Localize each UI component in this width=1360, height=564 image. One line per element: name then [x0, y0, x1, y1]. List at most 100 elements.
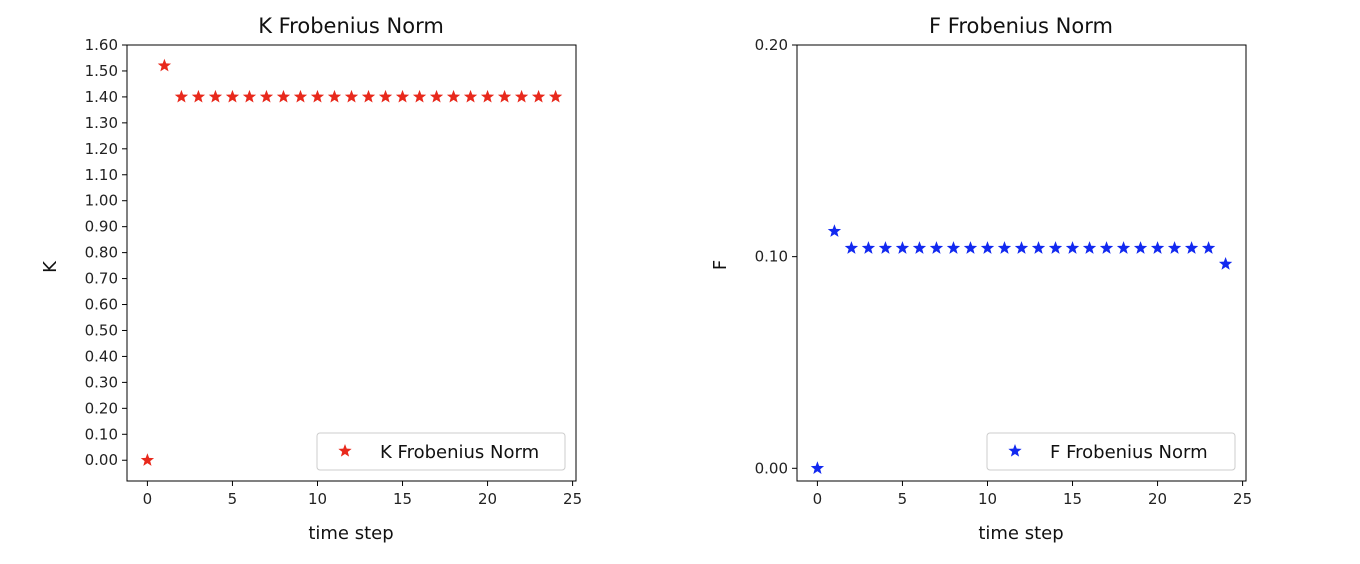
y-tick-label: 0.50: [85, 321, 118, 339]
x-tick-label: 10: [978, 490, 997, 508]
chart-k-frobenius-norm: K Frobenius Norm time step K 0 5 10 15 20 250…: [40, 14, 582, 544]
data-point: [395, 89, 410, 103]
x-tick-label: 15: [393, 490, 412, 508]
data-point: [157, 58, 172, 72]
data-point: [276, 89, 291, 103]
data-point: [140, 453, 155, 466]
data-point: [1031, 241, 1046, 254]
data-point: [929, 241, 944, 254]
y-tick-label: 0.00: [85, 451, 118, 469]
y-tick-label: 1.50: [85, 62, 118, 80]
y-tick-label: 0.20: [755, 36, 788, 54]
data-point: [225, 89, 240, 103]
data-point: [980, 241, 995, 254]
data-point: [446, 89, 461, 103]
plot-frame: [796, 44, 1247, 482]
chart-title: F Frobenius Norm: [929, 14, 1113, 38]
data-point: [548, 89, 563, 103]
y-tick-label: 1.30: [85, 114, 118, 132]
data-point: [191, 89, 206, 103]
data-point: [1167, 241, 1182, 254]
y-tick-label: 0.10: [755, 248, 788, 266]
legend-box: [316, 432, 566, 471]
data-point: [259, 89, 274, 103]
data-point: [463, 89, 478, 103]
y-tick-label: 0.30: [85, 373, 118, 391]
data-point: [1048, 241, 1063, 254]
y-tick-label: 1.00: [85, 192, 118, 210]
data-point: [1150, 241, 1165, 254]
data-point: [1218, 257, 1233, 270]
data-point: [361, 89, 376, 103]
y-tick-label: 0.90: [85, 218, 118, 236]
data-point: [208, 89, 223, 103]
data-point: [946, 241, 961, 254]
x-tick-label: 25: [1233, 490, 1252, 508]
data-point: [997, 241, 1012, 254]
data-point: [310, 89, 325, 103]
legend-label: F Frobenius Norm: [1050, 442, 1208, 463]
data-point: [1116, 241, 1131, 254]
data-point: [497, 89, 512, 103]
data-point: [1014, 241, 1029, 254]
x-tick-label: 10: [308, 490, 327, 508]
data-point: [327, 89, 342, 103]
data-point: [844, 241, 859, 254]
y-tick-label: 0.20: [85, 399, 118, 417]
data-point: [1133, 241, 1148, 254]
x-tick-label: 5: [898, 490, 908, 508]
data-point: [344, 89, 359, 103]
data-point: [174, 89, 189, 103]
data-point: [242, 89, 257, 103]
y-tick-label: 1.40: [85, 88, 118, 106]
data-point: [293, 89, 308, 103]
data-point: [1201, 241, 1216, 254]
y-tick-label: 1.60: [85, 36, 118, 54]
x-tick-label: 5: [228, 490, 238, 508]
chart-title: K Frobenius Norm: [258, 14, 444, 38]
data-point: [531, 89, 546, 103]
data-point: [1184, 241, 1199, 254]
data-point: [1082, 241, 1097, 254]
data-point: [412, 89, 427, 103]
data-point: [810, 461, 825, 474]
y-tick-label: 0.40: [85, 347, 118, 365]
y-tick-label: 0.00: [755, 459, 788, 477]
data-point: [514, 89, 529, 103]
legend: K Frobenius Norm: [316, 432, 566, 471]
plot-frame: [126, 44, 577, 482]
y-tick-label: 0.10: [85, 425, 118, 443]
data-point: [861, 241, 876, 254]
data-point: [429, 89, 444, 103]
data-point: [895, 241, 910, 254]
x-tick-label: 20: [1148, 490, 1167, 508]
x-tick-label: 0: [813, 490, 823, 508]
data-point: [480, 89, 495, 103]
y-axis-label: K: [40, 260, 61, 273]
legend-box: [986, 432, 1236, 471]
x-axis-label: time step: [308, 523, 393, 544]
x-tick-label: 25: [563, 490, 582, 508]
data-point: [827, 224, 842, 237]
data-point: [1065, 241, 1080, 254]
chart-f-frobenius-norm: F Frobenius Norm time step F 0 5 10 15 20 250…: [710, 14, 1252, 544]
y-axis-label: F: [710, 260, 731, 270]
y-tick-label: 1.20: [85, 140, 118, 158]
y-tick-label: 1.10: [85, 166, 118, 184]
y-tick-label: 0.70: [85, 270, 118, 288]
data-point: [963, 241, 978, 254]
x-tick-label: 20: [478, 490, 497, 508]
legend-star-icon: [1008, 444, 1022, 457]
x-tick-label: 15: [1063, 490, 1082, 508]
data-point: [378, 89, 393, 103]
y-tick-label: 0.80: [85, 244, 118, 262]
legend-label: K Frobenius Norm: [380, 442, 539, 463]
tick-layer: 0 5 10 15 20 25 0.00 0.10 0.20: [755, 36, 1253, 508]
x-axis-label: time step: [978, 523, 1063, 544]
data-point: [1099, 241, 1114, 254]
marks-layer: [810, 224, 1233, 474]
data-point: [878, 241, 893, 254]
legend-star-icon: [338, 444, 352, 457]
tick-layer: 0 5 10 15 20 25 0.00 0.10 0.20 0.30 0.40 0.50 0.60 0.…: [85, 36, 583, 508]
